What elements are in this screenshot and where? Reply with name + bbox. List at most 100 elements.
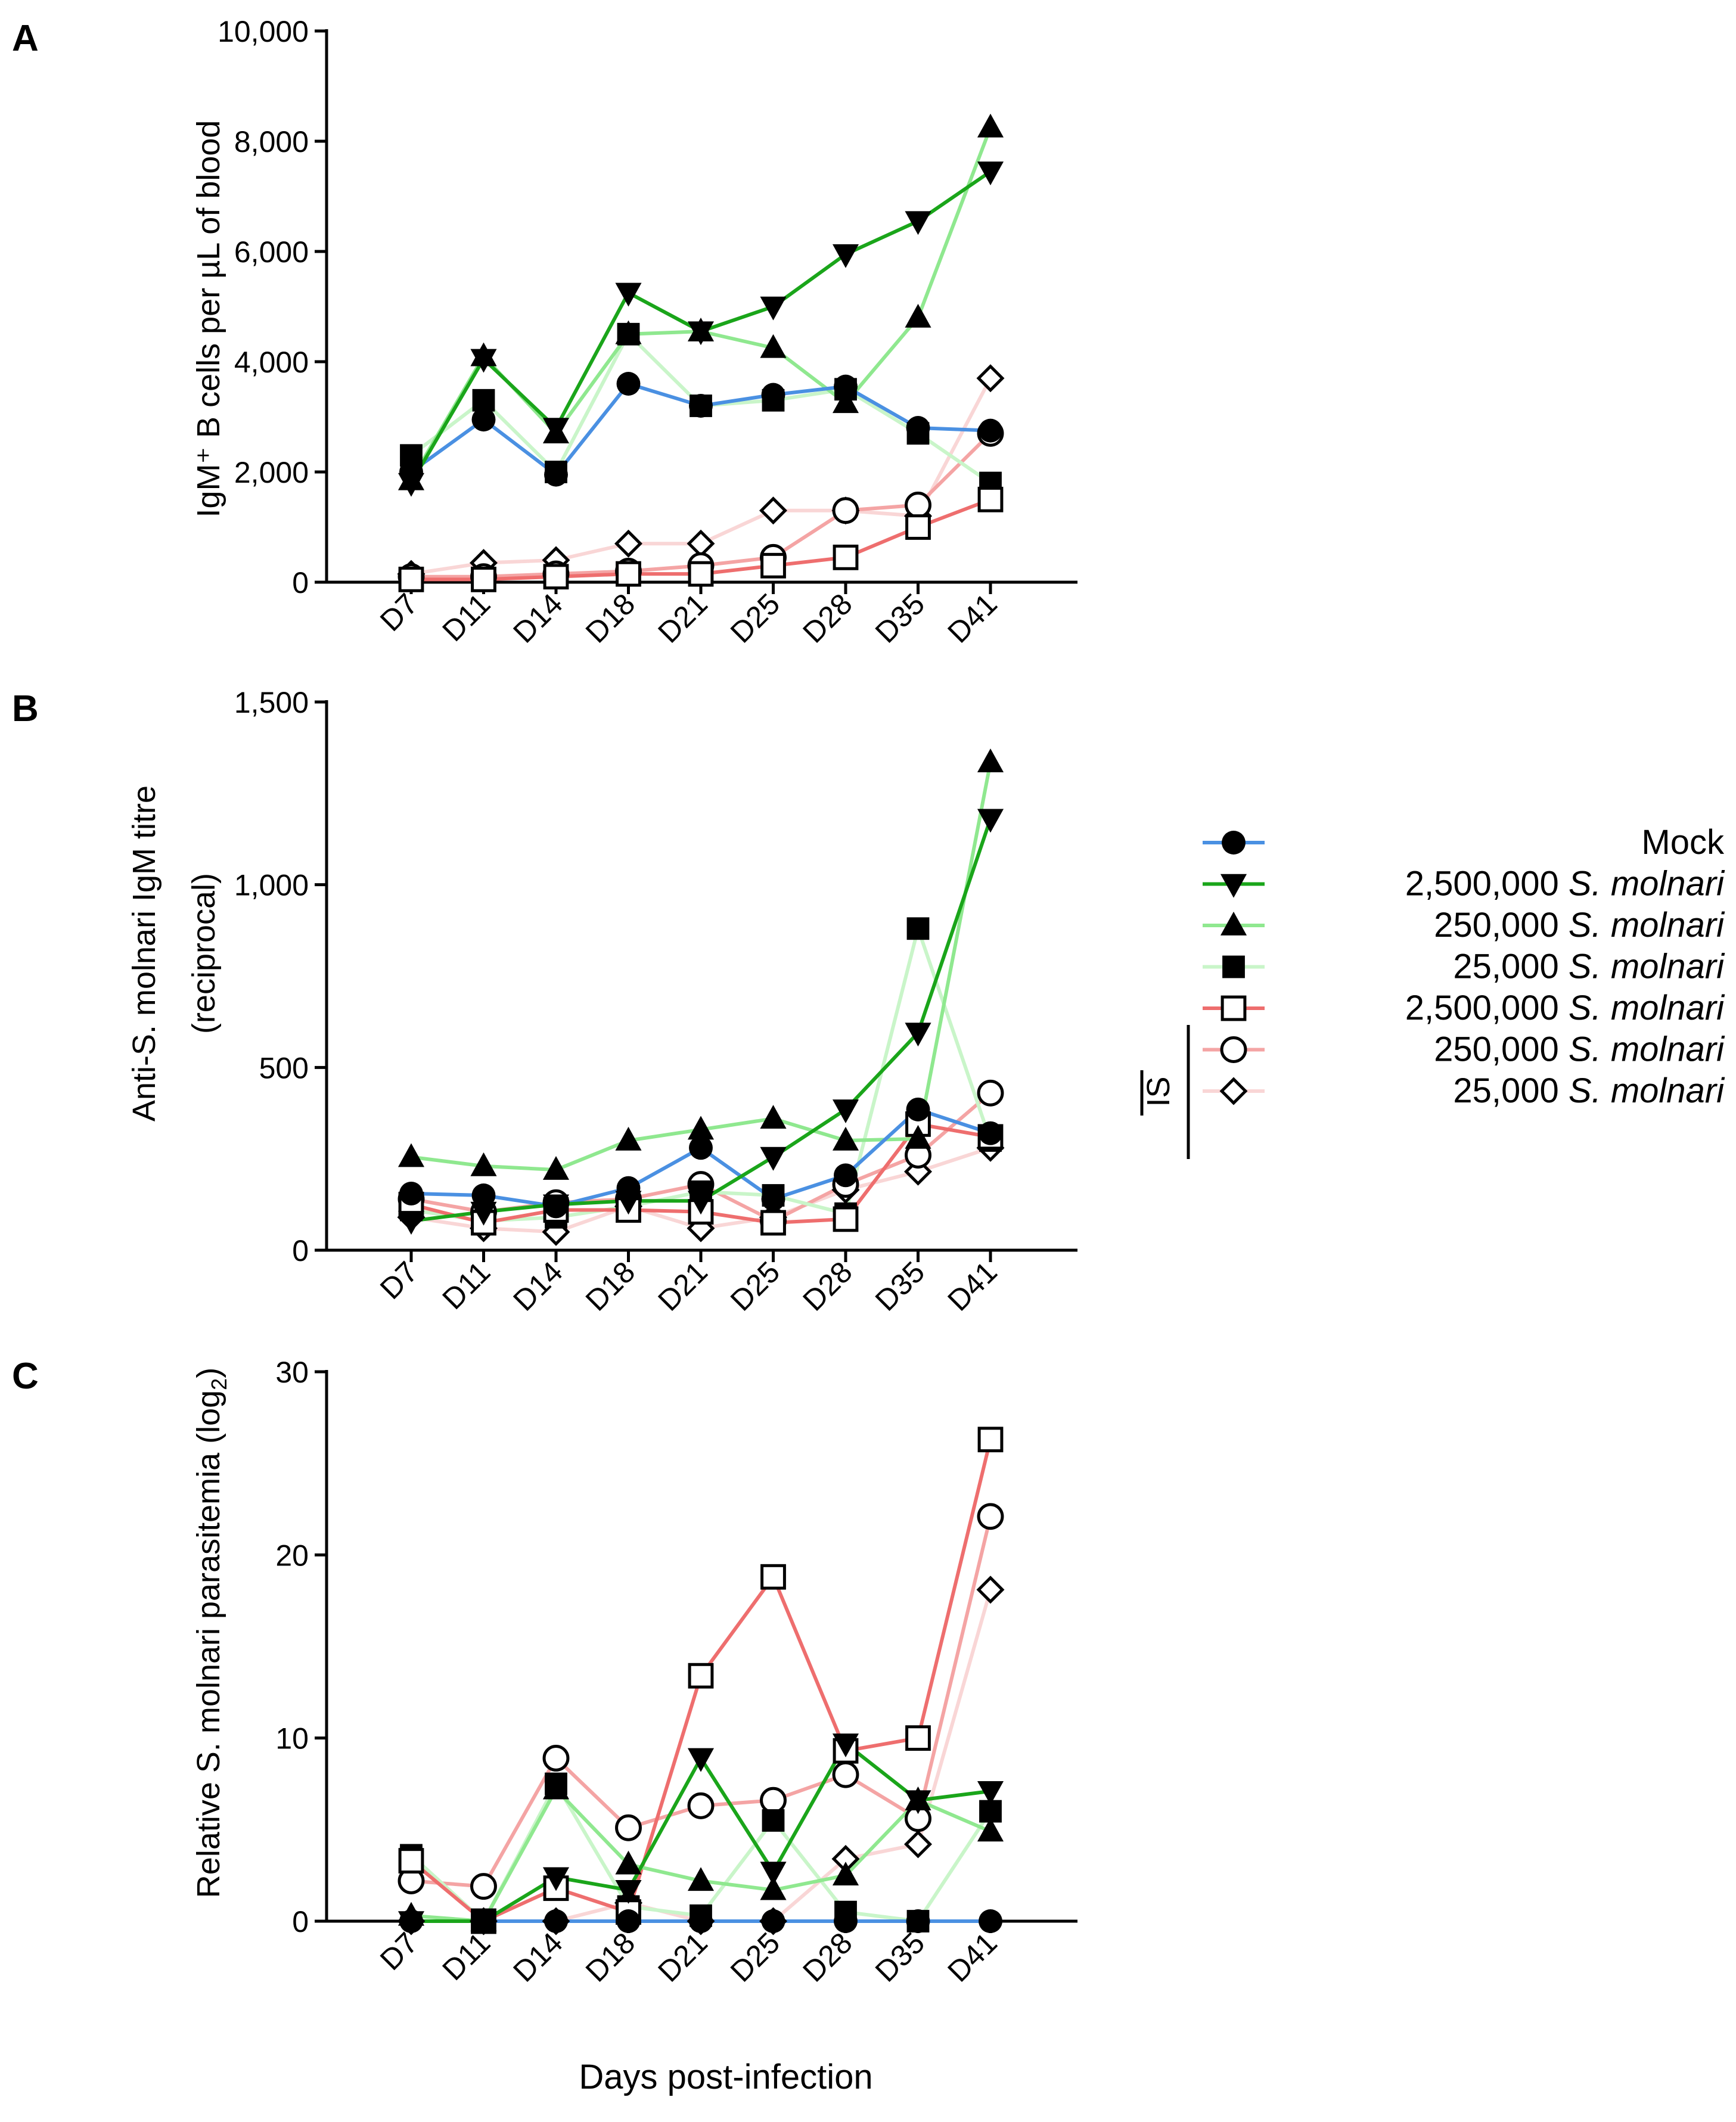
data-point-d2500k-a — [832, 244, 859, 268]
data-point-is250k-c — [977, 1503, 1004, 1530]
data-point-d2500k-b — [760, 1147, 787, 1171]
data-point-d250k-c — [977, 1817, 1004, 1842]
plot-area-b: 0 500 1,000 1,500 D7 D11 D14 D18 D21 D25 D28 D35 D41 — [234, 686, 1077, 1318]
y-axis-label-b-line1: Anti-S. molnari IgM titre — [126, 785, 162, 1121]
data-point-mock-a — [761, 383, 785, 407]
data-point-is2500k-a — [977, 486, 1004, 512]
x-tick-label-b: D35 — [869, 1255, 931, 1317]
data-point-d2500k-c — [905, 1790, 931, 1815]
x-tick-label-a: D11 — [436, 587, 496, 648]
data-point-d2500k-c — [397, 1911, 425, 1935]
x-tick-label-b: D14 — [507, 1255, 569, 1317]
data-point-mock-b — [834, 1163, 858, 1188]
panel-letter-b: B — [12, 688, 39, 729]
x-tick-label-a: D21 — [651, 587, 713, 649]
data-point-is2500k-a — [543, 564, 569, 590]
data-point-is2500k-a — [905, 514, 931, 540]
data-point-mock-b — [399, 1181, 423, 1206]
data-point-d250k-c — [542, 1775, 570, 1800]
data-point-d250k-c — [687, 1867, 715, 1891]
y-tick-label-c: 0 — [292, 1905, 309, 1938]
data-point-d250k-b — [397, 1143, 425, 1167]
data-point-is250k-c — [687, 1792, 715, 1819]
legend-marker-is2500k — [1221, 995, 1247, 1021]
data-point-mock-c — [544, 1909, 568, 1933]
data-point-mock-a — [906, 416, 930, 440]
data-point-is250k-c — [615, 1814, 642, 1841]
data-point-d2500k-c — [832, 1733, 859, 1757]
legend-label-mock: Mock — [1641, 823, 1725, 862]
x-tick-label-c: D41 — [941, 1926, 1003, 1988]
data-point-d250k-b — [542, 1155, 570, 1180]
x-tick-label-a: D28 — [796, 587, 858, 649]
legend-label-is25k: 25,000 S. molnari — [1453, 1071, 1725, 1110]
data-point-mock-b — [979, 1121, 1002, 1145]
y-tick-label-b: 1,000 — [234, 869, 309, 902]
data-point-d2500k-b — [397, 1211, 425, 1235]
x-tick-label-b: D7 — [374, 1255, 424, 1306]
data-point-d2500k-c — [977, 1781, 1004, 1805]
data-point-is250k-c — [542, 1745, 570, 1772]
y-axis-label-a: IgM⁺ B cells per µL of blood — [191, 120, 226, 518]
y-tick-label-b: 0 — [292, 1234, 309, 1267]
data-point-mock-c — [689, 1909, 713, 1933]
x-tick-label-c: D28 — [796, 1926, 858, 1988]
x-tick-label-a: D14 — [507, 587, 569, 649]
data-point-is25k-c — [976, 1576, 1005, 1604]
data-point-is2500k-b — [833, 1206, 859, 1232]
data-point-mock-c — [979, 1909, 1002, 1933]
legend-label-d2500k: 2,500,000 S. molnari — [1405, 865, 1725, 903]
data-point-d2500k-a — [977, 161, 1004, 185]
data-point-d250k-b — [760, 1105, 787, 1129]
panel-b: Anti-S. molnari IgM titre (reciprocal) 0… — [126, 686, 1077, 1318]
data-point-d2500k-c — [760, 1862, 787, 1886]
x-tick-label-a: D25 — [724, 587, 786, 649]
legend-label-is2500k: 2,500,000 S. molnari — [1405, 989, 1725, 1027]
data-point-is2500k-a — [760, 552, 786, 579]
data-point-is2500k-a — [688, 561, 714, 587]
panel-letter-a: A — [12, 18, 39, 59]
data-point-is250k-c — [832, 1761, 859, 1788]
data-point-is2500k-a — [616, 561, 641, 587]
x-tick-label-a: D18 — [579, 587, 641, 649]
y-axis-label-c-suffix: ) — [191, 1368, 226, 1378]
data-point-is25k-c — [904, 1830, 932, 1859]
x-tick-label-b: D18 — [579, 1255, 641, 1317]
data-point-mock-a — [616, 372, 641, 396]
y-axis-label-c-prefix: Relative S. molnari parasitemia (log — [191, 1390, 226, 1898]
x-tick-label-a: D7 — [374, 587, 424, 638]
y-axis-label-c: Relative S. molnari parasitemia (log2) — [191, 1368, 231, 1898]
panel-letter-c: C — [12, 1356, 39, 1397]
data-point-is250k-c — [760, 1787, 787, 1814]
data-point-d250k-b — [832, 1126, 859, 1151]
data-point-is2500k-a — [471, 566, 496, 592]
data-point-d25k-b — [906, 917, 930, 940]
data-point-mock-c — [834, 1909, 858, 1933]
series-line-d250k-b — [411, 762, 992, 1172]
y-tick-label-c: 30 — [275, 1356, 309, 1389]
x-tick-label-c: D7 — [374, 1926, 424, 1977]
y-tick-label-a: 4,000 — [234, 346, 309, 379]
data-point-d2500k-b — [615, 1191, 642, 1215]
data-point-is250k-a — [905, 492, 931, 518]
data-point-d25k-c — [762, 1809, 785, 1832]
legend-label-d25k: 25,000 S. molnari — [1453, 947, 1725, 986]
data-point-is25k-a — [687, 529, 715, 558]
x-tick-label-b: D28 — [796, 1255, 858, 1317]
data-point-d2500k-b — [977, 809, 1004, 833]
data-point-is2500k-c — [760, 1564, 786, 1590]
data-point-d2500k-a — [615, 282, 642, 307]
data-point-mock-a — [979, 418, 1002, 443]
data-point-d250k-c — [760, 1876, 787, 1900]
data-point-d2500k-a — [397, 473, 425, 497]
legend-marker-d25k — [1222, 955, 1245, 978]
y-axis-label-b-line2: (reciprocal) — [186, 873, 222, 1034]
panel-a: IgM⁺ B cells per µL of blood 0 2,000 4,000… — [191, 15, 1077, 650]
y-tick-label-a: 8,000 — [234, 125, 309, 159]
x-tick-label-b: D25 — [724, 1255, 786, 1317]
data-point-d2500k-a — [542, 418, 570, 442]
data-point-is2500k-b — [760, 1210, 786, 1236]
